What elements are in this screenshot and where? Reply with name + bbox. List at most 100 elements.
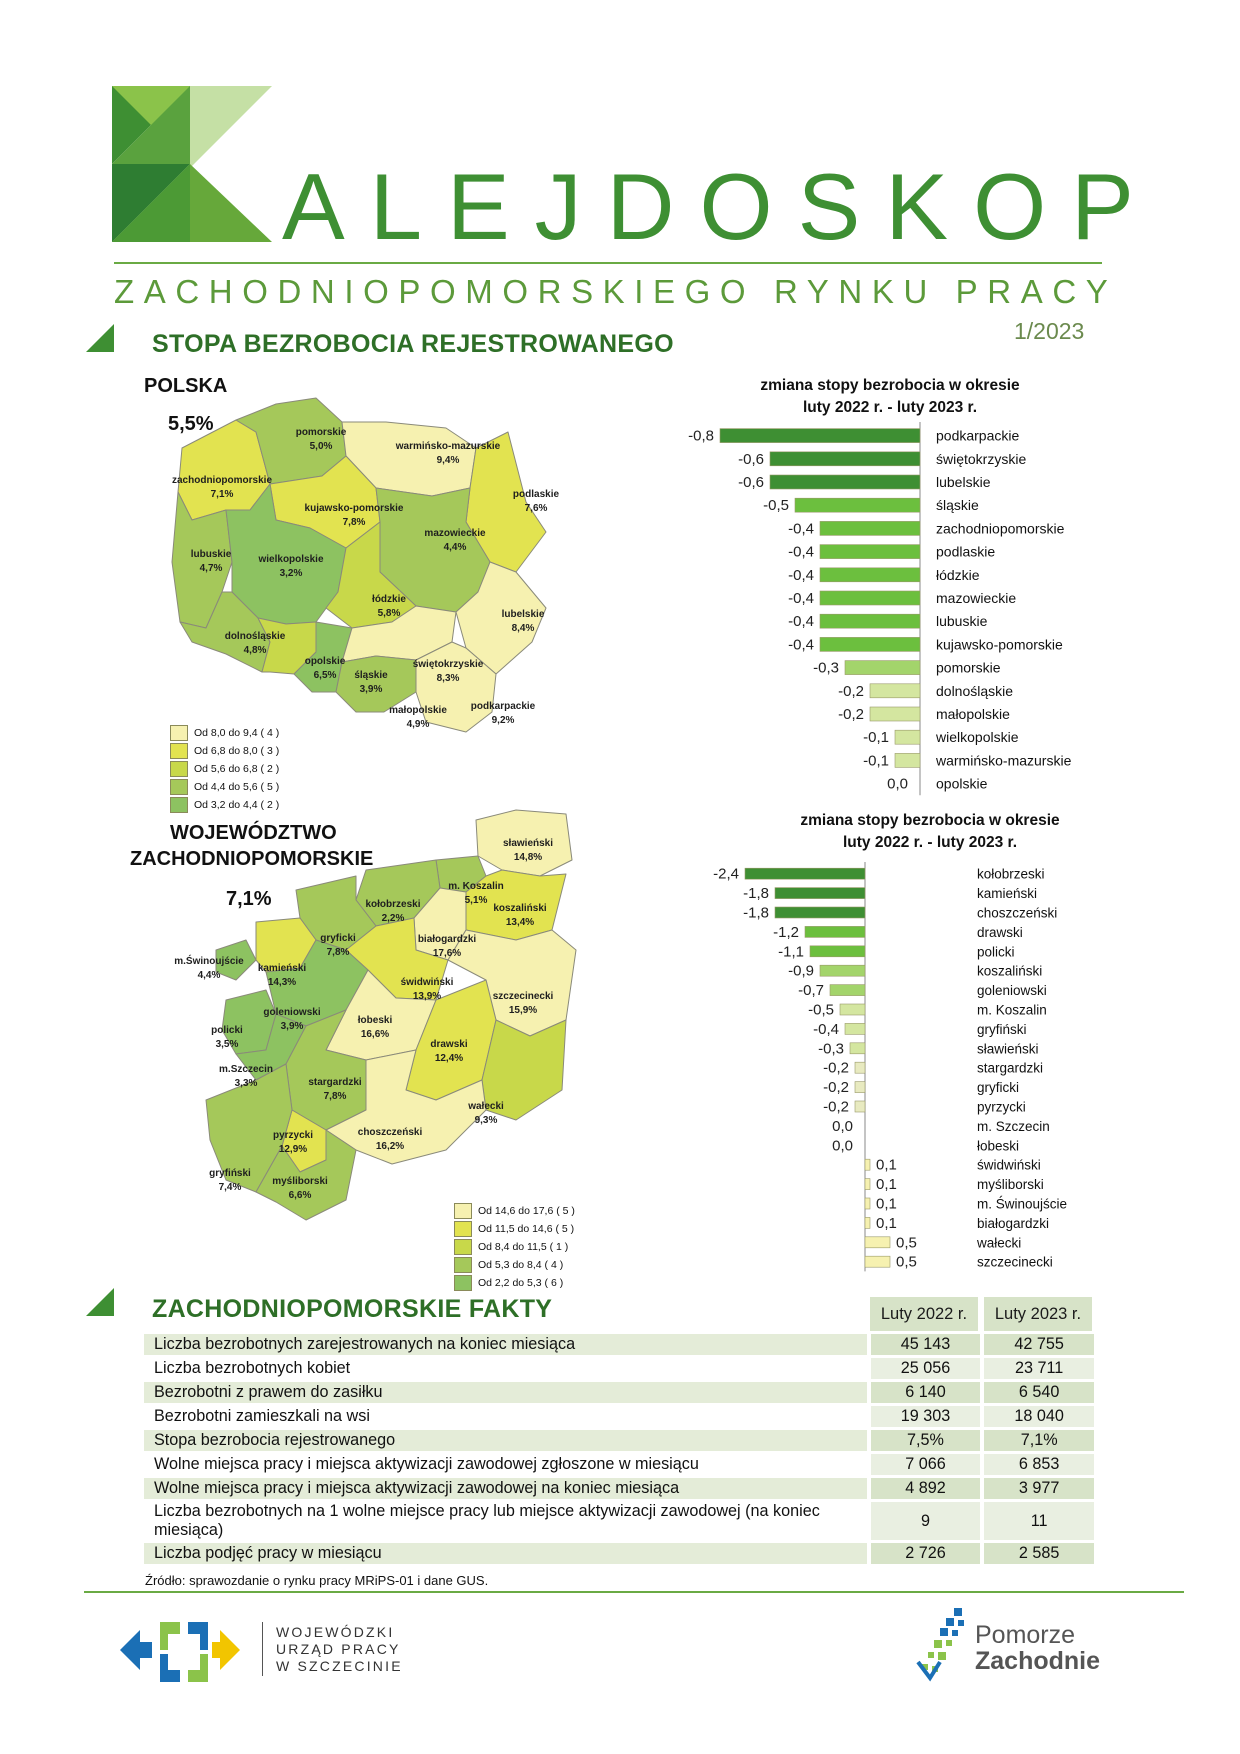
bar-value-label: -0,4	[813, 1021, 839, 1038]
pomorze-zachodnie-logo-icon	[916, 1608, 964, 1682]
bar	[894, 729, 921, 745]
district-slawienski	[475, 809, 573, 877]
legend-swatch	[170, 725, 188, 741]
label-szczecinecki: szczecinecki 15,9%	[492, 991, 554, 1016]
legend-row: Od 4,4 do 5,6 ( 5 )	[170, 778, 279, 796]
bar	[819, 567, 921, 583]
table-row: Liczba bezrobotnych zarejestrowanych na …	[144, 1334, 1094, 1355]
bar-category-label: kołobrzeski	[977, 867, 1045, 882]
bar-value-label: 0,0	[887, 776, 908, 793]
bar-value-label: -1,1	[778, 943, 804, 960]
bar	[819, 521, 921, 536]
fact-label: Liczba bezrobotnych kobiet	[154, 1359, 351, 1377]
bar	[819, 964, 866, 977]
bar-value-label: -0,2	[823, 1099, 849, 1116]
subtitle: ZACHODNIOPOMORSKIEGO RYNKU PRACY	[114, 273, 1118, 310]
label-warminsko-mazurskie: warmińsko-mazurskie 9,4%	[395, 441, 501, 466]
label-m-szczecin: m.Szczecin 3,3%	[219, 1064, 273, 1089]
bar-category-label: policki	[977, 944, 1015, 959]
bar-value-label: 0,1	[876, 1176, 897, 1193]
label-podkarpackie: podkarpackie 9,2%	[470, 701, 536, 726]
fact-value-2022: 2 726	[866, 1543, 981, 1564]
fact-value-2023: 11	[980, 1502, 1094, 1540]
bar-category-label: mazowieckie	[936, 590, 1016, 606]
table-row: Liczba podjęć pracy w miesiącu 2 726 2 5…	[144, 1543, 1094, 1564]
fact-label: Liczba bezrobotnych na 1 wolne miejsce p…	[154, 1502, 820, 1539]
district-mysliborski	[255, 1129, 357, 1221]
legend-row: Od 11,5 do 14,6 ( 5 )	[454, 1220, 575, 1238]
bar	[819, 637, 921, 652]
wup-logo-icon	[120, 1622, 240, 1682]
bar	[804, 926, 866, 938]
section-title-unemployment: STOPA BEZROBOCIA REJESTROWANEGO	[152, 330, 674, 358]
legend-swatch	[170, 797, 188, 813]
bar-value-label: 0,1	[876, 1196, 897, 1213]
bar-category-label: koszaliński	[977, 964, 1042, 979]
label-mysliborski: myśliborski 6,6%	[272, 1176, 328, 1201]
pz-line2: Zachodnie	[975, 1647, 1101, 1676]
bar-value-label: -1,8	[743, 905, 769, 922]
legend-row: Od 6,8 do 8,0 ( 3 )	[170, 742, 279, 760]
bar-category-label: m. Koszalin	[977, 1003, 1047, 1018]
zp-map-legend: Od 14,6 do 17,6 ( 5 ) Od 11,5 do 14,6 ( …	[454, 1202, 575, 1292]
bar	[839, 1003, 866, 1016]
bar-category-label: dolnośląskie	[936, 683, 1013, 699]
facts-col-2023-header: Luty 2023 r.	[984, 1297, 1092, 1331]
label-kamienski: kamieński 14,3%	[257, 963, 307, 988]
label-pomorskie: pomorskie 5,0%	[295, 427, 347, 452]
bar-category-label: białogardzki	[977, 1216, 1049, 1231]
bar-value-label: -0,7	[798, 982, 824, 999]
bar	[864, 1236, 891, 1249]
fact-value-2023: 6 540	[980, 1382, 1094, 1403]
bar-value-label: 0,5	[896, 1234, 917, 1251]
bar-value-label: 0,5	[896, 1254, 917, 1271]
label-swidwinski: świdwiński 13,9%	[400, 977, 454, 1002]
fact-value-2023: 2 585	[980, 1543, 1094, 1564]
label-lubelskie: lubelskie 8,4%	[501, 609, 545, 634]
label-lodzkie: łódzkie 5,8%	[372, 594, 406, 619]
table-row: Wolne miejsca pracy i miejsca aktywizacj…	[144, 1454, 1094, 1475]
kalejdoskop-wordmark: ALEJDOSKOP	[282, 154, 1159, 259]
bar	[864, 1197, 871, 1210]
fact-value-2023: 18 040	[980, 1406, 1094, 1427]
fact-value-2022: 4 892	[866, 1478, 981, 1499]
bar-category-label: lubuskie	[936, 613, 988, 629]
fact-label: Stopa bezrobocia rejestrowanego	[144, 1430, 867, 1451]
bar-category-label: goleniowski	[977, 983, 1047, 998]
label-mazowieckie: mazowieckie 4,4%	[424, 528, 486, 553]
bar-value-label: 0,1	[876, 1215, 897, 1232]
bar-category-label: m. Szczecin	[977, 1119, 1050, 1134]
legend-row: Od 5,6 do 6,8 ( 2 )	[170, 760, 279, 778]
bar-value-label: -2,4	[713, 866, 739, 883]
section-marker	[86, 324, 114, 352]
bar-value-label: -0,2	[838, 706, 864, 723]
bar	[774, 906, 866, 919]
bar-value-label: -0,4	[788, 636, 814, 653]
table-row: Liczba bezrobotnych kobiet 25 056 23 711	[144, 1358, 1094, 1379]
bar-category-label: śląskie	[936, 497, 979, 513]
table-row: Bezrobotni z prawem do zasiłku 6 140 6 5…	[144, 1382, 1094, 1403]
legend-swatch	[454, 1239, 472, 1255]
fact-value-2023: 7,1%	[980, 1430, 1094, 1451]
table-row: Stopa bezrobocia rejestrowanego 7,5% 7,1…	[144, 1430, 1094, 1451]
legend-swatch	[454, 1275, 472, 1291]
fact-label: Bezrobotni zamieszkali na wsi	[154, 1407, 370, 1425]
fact-label: Wolne miejsca pracy i miejsca aktywizacj…	[154, 1455, 699, 1473]
label-swietokrzyskie: świętokrzyskie 8,3%	[412, 659, 484, 684]
bar-category-label: świdwiński	[977, 1158, 1041, 1173]
bar-value-label: -1,8	[743, 885, 769, 902]
bar-value-label: -0,3	[813, 660, 839, 677]
label-choszczenski: choszczeński 16,2%	[357, 1127, 423, 1152]
bar	[864, 1178, 871, 1190]
bar	[844, 660, 921, 675]
chart2-districts: -2,4 kołobrzeski -1,8 kamieński -1,8 choszcze…	[713, 862, 1067, 1272]
facts-table: Liczba bezrobotnych zarejestrowanych na …	[144, 1331, 1094, 1567]
bar-category-label: łódzkie	[936, 567, 980, 583]
pomorze-zachodnie-name: Pomorze Zachodnie	[975, 1622, 1100, 1675]
fact-label: Bezrobotni z prawem do zasiłku	[144, 1382, 867, 1403]
fact-value-2023: 3 977	[980, 1478, 1094, 1499]
bar	[849, 1042, 866, 1055]
bar-category-label: zachodniopomorskie	[936, 520, 1065, 536]
bar-category-label: podkarpackie	[936, 428, 1019, 444]
bar	[844, 1023, 866, 1035]
